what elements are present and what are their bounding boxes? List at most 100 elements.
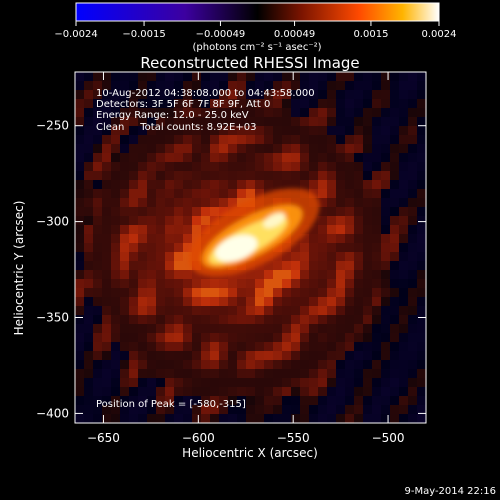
heatmap-cell [102,315,111,324]
heatmap-cell [255,315,264,324]
colorbar-tick-label: 0.00049 [274,29,315,40]
heatmap-cell [129,396,138,405]
heatmap-cell [138,288,147,297]
heatmap-cell [336,216,345,225]
y-tick-label: −400 [36,406,69,420]
heatmap-cell [174,126,183,135]
heatmap-cell [408,144,417,153]
heatmap-cell [264,99,273,108]
heatmap-cell [174,387,183,396]
heatmap-cell [102,144,111,153]
heatmap-cell [273,279,282,288]
heatmap-cell [228,189,237,198]
heatmap-cell [120,81,129,90]
heatmap-cell [246,396,255,405]
heatmap-cell [300,315,309,324]
heatmap-cell [390,297,399,306]
heatmap-cell [417,414,426,423]
heatmap-cell [120,72,129,81]
heatmap-cell [246,360,255,369]
heatmap-cell [246,351,255,360]
heatmap-cell [417,216,426,225]
heatmap-cell [282,288,291,297]
heatmap-cell [318,135,327,144]
heatmap-cell [111,261,120,270]
heatmap-cell [84,216,93,225]
heatmap-cell [309,153,318,162]
heatmap-cell [93,117,102,126]
heatmap-cell [327,135,336,144]
heatmap-cell [102,261,111,270]
heatmap-cell [282,351,291,360]
heatmap-cell [165,261,174,270]
heatmap-cell [417,396,426,405]
heatmap-cell [309,297,318,306]
heatmap-cell [408,153,417,162]
heatmap-cell [417,171,426,180]
heatmap-cell [291,108,300,117]
heatmap-cell [318,99,327,108]
heatmap-cell [300,108,309,117]
heatmap-cell [264,90,273,99]
heatmap-cell [354,153,363,162]
heatmap-cell [183,153,192,162]
heatmap-cell [93,99,102,108]
heatmap-cell [246,342,255,351]
heatmap-cell [120,279,129,288]
heatmap-cell [93,72,102,81]
heatmap-cell [165,297,174,306]
heatmap-cell [273,90,282,99]
heatmap-cell [129,180,138,189]
heatmap-cell [84,234,93,243]
heatmap-cell [147,387,156,396]
heatmap-cell [291,396,300,405]
heatmap-cell [210,90,219,99]
heatmap-cell [390,378,399,387]
heatmap-cell [318,225,327,234]
heatmap-cell [318,207,327,216]
heatmap-cell [264,324,273,333]
heatmap-cell [201,126,210,135]
heatmap-cell [138,351,147,360]
heatmap-cell [390,126,399,135]
heatmap-cell [417,306,426,315]
heatmap-cell [354,117,363,126]
heatmap-cell [147,216,156,225]
heatmap-cell [174,153,183,162]
heatmap-cell [75,117,84,126]
heatmap-cell [102,360,111,369]
heatmap-cell [93,207,102,216]
heatmap-cell [201,369,210,378]
heatmap-cell [165,81,174,90]
heatmap-cell [381,243,390,252]
heatmap-cell [282,162,291,171]
heatmap-cell [192,225,201,234]
heatmap-cell [345,243,354,252]
heatmap-cell [399,396,408,405]
heatmap-cell [147,405,156,414]
heatmap-cell [237,324,246,333]
heatmap-cell [264,405,273,414]
heatmap-cell [237,99,246,108]
heatmap-cell [255,387,264,396]
heatmap-cell [291,378,300,387]
heatmap-cell [201,99,210,108]
heatmap-cell [417,324,426,333]
heatmap-cell [246,108,255,117]
heatmap-cell [399,108,408,117]
heatmap-cell [192,198,201,207]
heatmap-cell [147,279,156,288]
heatmap-cell [300,117,309,126]
heatmap-cell [282,279,291,288]
heatmap-cell [363,126,372,135]
heatmap-cell [219,180,228,189]
heatmap-cell [336,306,345,315]
heatmap-cell [399,225,408,234]
heatmap-cell [417,198,426,207]
heatmap-cell [273,171,282,180]
heatmap-cell [363,108,372,117]
heatmap-cell [111,216,120,225]
heatmap-cell [345,117,354,126]
heatmap-cell [84,288,93,297]
heatmap-cell [174,171,183,180]
